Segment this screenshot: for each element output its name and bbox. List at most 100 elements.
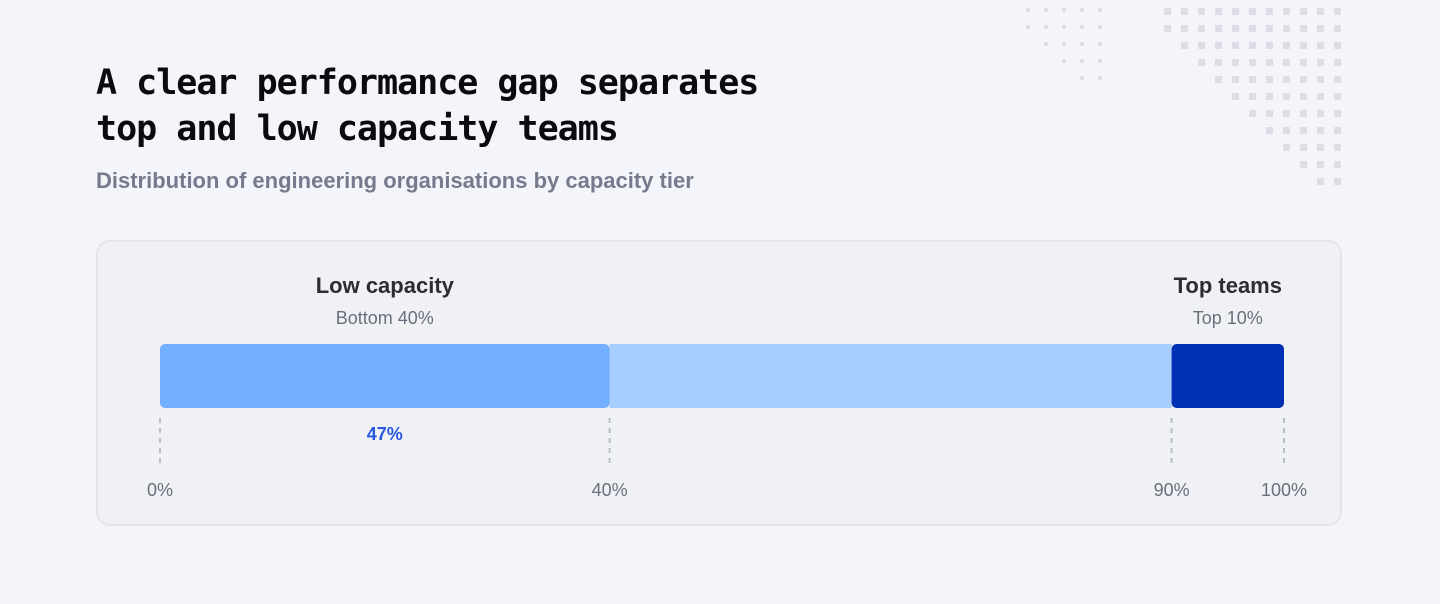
bar-segment-1: [609, 344, 1172, 408]
capacity-distribution-chart: Low capacity Bottom 40% Top teams Top 10% 47…: [147, 273, 1307, 500]
decorative-dot: [1317, 144, 1324, 151]
decorative-dot-pattern: [1026, 8, 1341, 185]
segment-label-1: Top teams: [1174, 273, 1282, 298]
decorative-dot: [1098, 25, 1102, 29]
decorative-dot: [1232, 25, 1239, 32]
decorative-dot: [1215, 42, 1222, 49]
decorative-dot: [1198, 59, 1205, 66]
decorative-dot: [1249, 59, 1256, 66]
page-title: A clear performance gap separates top an…: [96, 60, 856, 152]
bar-segment-0: [160, 344, 610, 408]
decorative-dot: [1098, 8, 1102, 12]
decorative-dot: [1300, 25, 1307, 32]
decorative-dot: [1317, 8, 1324, 15]
decorative-dot: [1215, 25, 1222, 32]
title-line-2: top and low capacity teams: [96, 109, 619, 149]
segment-label-0: Low capacity: [316, 273, 455, 298]
decorative-dot: [1232, 76, 1239, 83]
decorative-dot: [1266, 8, 1273, 15]
decorative-dot: [1181, 42, 1188, 49]
decorative-dot: [1317, 59, 1324, 66]
decorative-dot: [1317, 178, 1324, 185]
decorative-dot: [1249, 93, 1256, 100]
segment-sublabel-1: Top 10%: [1193, 308, 1263, 328]
decorative-dot: [1334, 25, 1341, 32]
decorative-dot: [1232, 93, 1239, 100]
decorative-dot: [1334, 178, 1341, 185]
decorative-dot: [1283, 127, 1290, 134]
decorative-dot: [1080, 59, 1084, 63]
segment-sublabel-0: Bottom 40%: [336, 308, 434, 328]
decorative-dot: [1266, 59, 1273, 66]
decorative-dot: [1300, 76, 1307, 83]
decorative-dot: [1283, 25, 1290, 32]
value-label: 47%: [367, 424, 403, 444]
decorative-dot: [1044, 42, 1048, 46]
decorative-dot: [1249, 42, 1256, 49]
decorative-dot: [1232, 42, 1239, 49]
decorative-dot: [1317, 127, 1324, 134]
decorative-dot: [1334, 76, 1341, 83]
decorative-dot: [1215, 59, 1222, 66]
decorative-dot: [1266, 110, 1273, 117]
decorative-dot: [1300, 59, 1307, 66]
decorative-dot: [1317, 42, 1324, 49]
decorative-dot: [1098, 76, 1102, 80]
decorative-dot: [1249, 110, 1256, 117]
decorative-dot: [1044, 25, 1048, 29]
decorative-dot: [1080, 76, 1084, 80]
decorative-dot: [1215, 8, 1222, 15]
decorative-dot: [1283, 110, 1290, 117]
decorative-dot: [1164, 25, 1171, 32]
decorative-dot: [1334, 161, 1341, 168]
decorative-dot: [1266, 25, 1273, 32]
decorative-dot: [1283, 76, 1290, 83]
decorative-dot: [1266, 93, 1273, 100]
chart-panel: Low capacity Bottom 40% Top teams Top 10% 47…: [96, 240, 1342, 526]
decorative-dot: [1334, 93, 1341, 100]
bar-segment-2: [1171, 344, 1284, 408]
decorative-dot: [1098, 59, 1102, 63]
decorative-dot: [1044, 8, 1048, 12]
decorative-dot: [1080, 42, 1084, 46]
decorative-dot: [1181, 25, 1188, 32]
decorative-dot: [1266, 127, 1273, 134]
decorative-dot: [1062, 8, 1066, 12]
tick-label: 90%: [1154, 480, 1190, 500]
decorative-dot: [1026, 8, 1030, 12]
page-subtitle: Distribution of engineering organisation…: [96, 168, 694, 193]
decorative-dot: [1334, 127, 1341, 134]
tick-label: 40%: [592, 480, 628, 500]
decorative-dot: [1317, 93, 1324, 100]
decorative-dot: [1334, 59, 1341, 66]
decorative-dot: [1300, 144, 1307, 151]
decorative-dot: [1283, 42, 1290, 49]
decorative-dot: [1062, 25, 1066, 29]
decorative-dot: [1249, 25, 1256, 32]
decorative-dot: [1098, 42, 1102, 46]
decorative-dot: [1266, 76, 1273, 83]
decorative-dot: [1249, 8, 1256, 15]
decorative-dot: [1232, 8, 1239, 15]
decorative-dot: [1080, 25, 1084, 29]
decorative-dot: [1283, 144, 1290, 151]
decorative-dot: [1317, 161, 1324, 168]
decorative-dot: [1300, 127, 1307, 134]
title-line-1: A clear performance gap separates: [96, 63, 759, 103]
decorative-dot: [1181, 8, 1188, 15]
decorative-dot: [1283, 59, 1290, 66]
decorative-dot: [1334, 144, 1341, 151]
decorative-dot: [1317, 110, 1324, 117]
decorative-dot: [1334, 110, 1341, 117]
decorative-dot: [1300, 161, 1307, 168]
decorative-dot: [1317, 76, 1324, 83]
decorative-dot: [1283, 93, 1290, 100]
decorative-dot: [1198, 8, 1205, 15]
decorative-dot: [1198, 25, 1205, 32]
decorative-dot: [1334, 42, 1341, 49]
decorative-dot: [1249, 76, 1256, 83]
decorative-dot: [1283, 8, 1290, 15]
decorative-dot: [1026, 25, 1030, 29]
decorative-dot: [1062, 59, 1066, 63]
decorative-dot: [1334, 8, 1341, 15]
